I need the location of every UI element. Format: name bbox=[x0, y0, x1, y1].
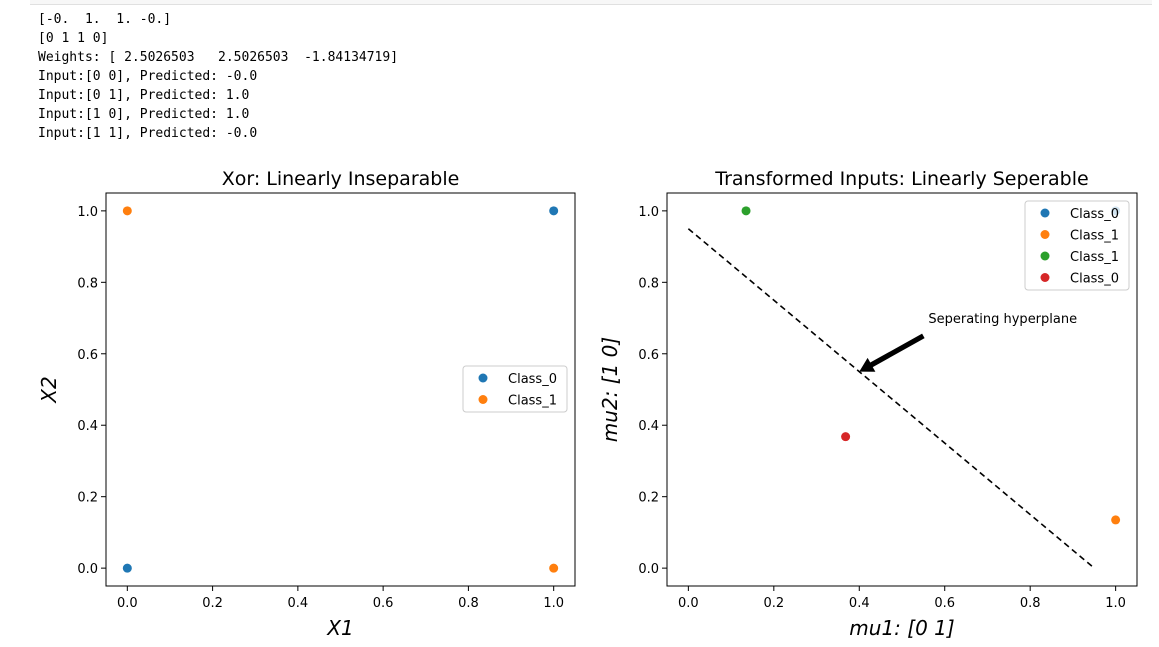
console-output: [-0. 1. 1. -0.] [0 1 1 0] Weights: [ 2.502… bbox=[38, 10, 398, 143]
x-tick-label: 0.0 bbox=[117, 596, 138, 611]
y-tick-label: 0.4 bbox=[638, 419, 659, 434]
data-point bbox=[549, 206, 559, 216]
console-line: [0 1 1 0] bbox=[38, 31, 109, 46]
y-tick-label: 1.0 bbox=[77, 205, 98, 220]
x-tick-label: 0.6 bbox=[373, 596, 394, 611]
y-axis-label: mu2: [1 0] bbox=[598, 337, 622, 442]
y-tick-label: 0.8 bbox=[77, 276, 98, 291]
x-tick-label: 0.2 bbox=[202, 596, 223, 611]
console-line: Input:[0 0], Predicted: -0.0 bbox=[38, 69, 258, 84]
annotation-text: Seperating hyperplane bbox=[928, 312, 1077, 327]
legend-marker bbox=[1040, 273, 1050, 282]
legend-box bbox=[462, 365, 568, 413]
annotation-arrow bbox=[859, 333, 925, 372]
separating-line bbox=[687, 228, 1095, 569]
legend-label: Class_0 bbox=[508, 372, 557, 387]
data-point bbox=[741, 206, 751, 216]
y-axis-label: X2 bbox=[37, 376, 61, 403]
y-tick-label: 0.4 bbox=[77, 419, 98, 434]
data-point bbox=[549, 563, 559, 573]
data-point bbox=[841, 432, 851, 442]
legend-marker bbox=[1040, 251, 1050, 261]
x-tick-label: 0.8 bbox=[1020, 596, 1041, 611]
legend-marker bbox=[478, 373, 488, 383]
legend-label: Class_1 bbox=[508, 394, 557, 409]
chart-2: Transformed Inputs: Linearly Seperable 0.… bbox=[598, 168, 1138, 640]
x-tick-label: 0.8 bbox=[458, 596, 479, 611]
console-line: Input:[1 0], Predicted: 1.0 bbox=[38, 107, 250, 122]
chart-1: Xor: Linearly Inseparable 0.0 0.2 0.4 0.6 0.8… bbox=[37, 168, 576, 640]
y-tick-label: 0.6 bbox=[77, 348, 98, 363]
legend-marker bbox=[1040, 208, 1050, 218]
y-tick-label: 0.0 bbox=[638, 562, 659, 577]
legend-marker bbox=[478, 395, 488, 404]
legend: Class_0 Class_1 Class_1 Class_0 bbox=[1024, 200, 1130, 291]
legend: Class_0 Class_1 bbox=[462, 365, 568, 413]
data-point bbox=[122, 563, 132, 573]
chart-title: Xor: Linearly Inseparable bbox=[222, 168, 460, 190]
y-tick-label: 0.2 bbox=[638, 491, 659, 506]
chart-title: Transformed Inputs: Linearly Seperable bbox=[714, 168, 1088, 190]
y-tick-label: 0.0 bbox=[77, 562, 98, 577]
x-axis-label: X1 bbox=[326, 616, 353, 640]
legend-label: Class_1 bbox=[1070, 229, 1119, 244]
console-line: [-0. 1. 1. -0.] bbox=[38, 12, 172, 27]
axes-frame bbox=[105, 192, 576, 587]
legend-label: Class_0 bbox=[1070, 272, 1119, 287]
axes-frame bbox=[666, 192, 1138, 587]
console-line: Input:[1 1], Predicted: -0.0 bbox=[38, 126, 258, 141]
console-line: Input:[0 1], Predicted: 1.0 bbox=[38, 88, 250, 103]
legend-box bbox=[1024, 200, 1130, 291]
data-point bbox=[122, 206, 132, 216]
console-line: Weights: [ 2.5026503 2.5026503 -1.841347… bbox=[38, 50, 399, 65]
y-tick-label: 1.0 bbox=[638, 205, 659, 220]
data-point bbox=[1111, 515, 1121, 525]
legend-marker bbox=[1040, 230, 1050, 239]
y-tick-label: 0.2 bbox=[77, 491, 98, 506]
x-tick-label: 0.4 bbox=[849, 596, 870, 611]
cell-border bbox=[30, 0, 1152, 5]
x-axis-label: mu1: [0 1] bbox=[849, 616, 954, 640]
x-tick-label: 1.0 bbox=[1105, 596, 1126, 611]
x-tick-label: 0.4 bbox=[288, 596, 309, 611]
x-tick-label: 1.0 bbox=[543, 596, 564, 611]
x-tick-label: 0.0 bbox=[678, 596, 699, 611]
x-tick-label: 0.2 bbox=[763, 596, 784, 611]
x-tick-label: 0.6 bbox=[934, 596, 955, 611]
y-tick-label: 0.6 bbox=[638, 348, 659, 363]
legend-label: Class_1 bbox=[1070, 250, 1119, 265]
legend-label: Class_0 bbox=[1070, 207, 1119, 222]
y-tick-label: 0.8 bbox=[638, 276, 659, 291]
